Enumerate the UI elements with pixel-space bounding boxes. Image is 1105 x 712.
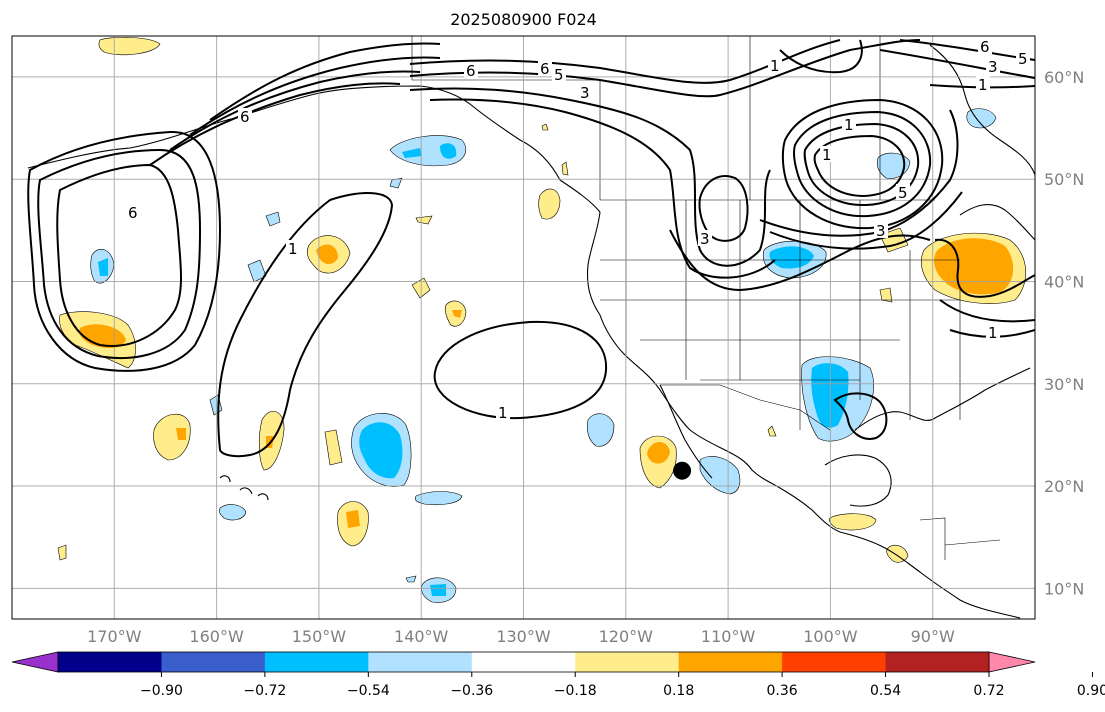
contour-label: 1	[822, 146, 832, 164]
colorbar-outline	[57, 651, 990, 673]
contour-label: 1	[770, 57, 780, 75]
contour-label: 6	[128, 204, 138, 222]
latitude-label: 30°N	[1044, 375, 1084, 394]
colorbar-tick-label: 0.54	[870, 683, 901, 699]
latitude-label: 40°N	[1044, 272, 1084, 291]
contour-label: 6	[980, 38, 990, 56]
colorbar-segment	[471, 652, 576, 672]
contour-label: 3	[580, 84, 590, 102]
contour-label: 3	[988, 58, 998, 76]
colorbar: −0.90 −0.72 −0.54 −0.36 −0.18 0.18 0.36 0.54 0.7…	[11, 651, 1105, 699]
latitude-labels: 60°N 50°N 40°N 30°N 20°N 10°N	[1044, 68, 1084, 598]
map-title: 2025080900 F024	[450, 10, 597, 29]
colorbar-segment	[161, 652, 266, 672]
colorbar-segment	[678, 652, 783, 672]
colorbar-segment	[58, 652, 162, 672]
colorbar-tick-label: −0.36	[450, 683, 493, 699]
colorbar-tick-label: 0.18	[663, 683, 694, 699]
storm-position-marker	[673, 461, 692, 480]
colorbar-segment	[885, 652, 990, 672]
colorbar-tick-label: −0.54	[347, 683, 390, 699]
longitude-label: 100°W	[803, 627, 858, 646]
coastlines	[27, 44, 1035, 619]
latitude-label: 60°N	[1044, 68, 1084, 87]
longitude-label: 110°W	[701, 627, 756, 646]
contour-label: 5	[554, 66, 564, 84]
longitude-label: 90°W	[911, 627, 955, 646]
colorbar-extend-low	[11, 651, 59, 673]
contour-label: 6	[240, 108, 250, 126]
contour-label: 3	[876, 222, 886, 240]
longitude-label: 130°W	[496, 627, 551, 646]
contour-label: 1	[978, 76, 988, 94]
colorbar-tick-label: 0.90	[1077, 683, 1105, 699]
contour-label: 1	[844, 116, 854, 134]
map-frame	[11, 35, 1036, 620]
political-borders	[411, 36, 1001, 560]
contour-label: 6	[540, 60, 550, 78]
contour-label: 1	[498, 404, 508, 422]
longitude-label: 140°W	[394, 627, 449, 646]
colorbar-tick-label: −0.72	[243, 683, 286, 699]
contour-label: 1	[288, 240, 298, 258]
longitude-label: 160°W	[189, 627, 244, 646]
longitude-label: 150°W	[292, 627, 347, 646]
latitude-label: 20°N	[1044, 477, 1084, 496]
contour-label: 5	[1018, 50, 1028, 68]
colorbar-extend-high	[988, 651, 1036, 673]
longitude-label: 170°W	[87, 627, 142, 646]
contour-label: 5	[898, 184, 908, 202]
contour-label: 6	[466, 62, 476, 80]
colorbar-segment	[575, 652, 680, 672]
longitude-labels: 170°W 160°W 150°W 140°W 130°W 120°W 110°W 100°W…	[87, 627, 955, 646]
latitude-label: 10°N	[1044, 579, 1084, 598]
colorbar-tick-label: 0.36	[767, 683, 798, 699]
colorbar-segment	[368, 652, 473, 672]
colorbar-segment	[782, 652, 887, 672]
colorbar-tick-label: −0.90	[140, 683, 183, 699]
contour-labels: 6 4 6 5 3 1 6 5 1 6 3 1 3 6 5 3 1 1 1 1	[126, 38, 1030, 422]
colorbar-segment	[264, 652, 369, 672]
latitude-label: 50°N	[1044, 170, 1084, 189]
longitude-label: 120°W	[599, 627, 654, 646]
contour-label: 3	[700, 230, 710, 248]
colorbar-tick-label: −0.18	[554, 683, 597, 699]
contour-label: 1	[988, 324, 998, 342]
colorbar-tick-label: 0.72	[973, 683, 1004, 699]
